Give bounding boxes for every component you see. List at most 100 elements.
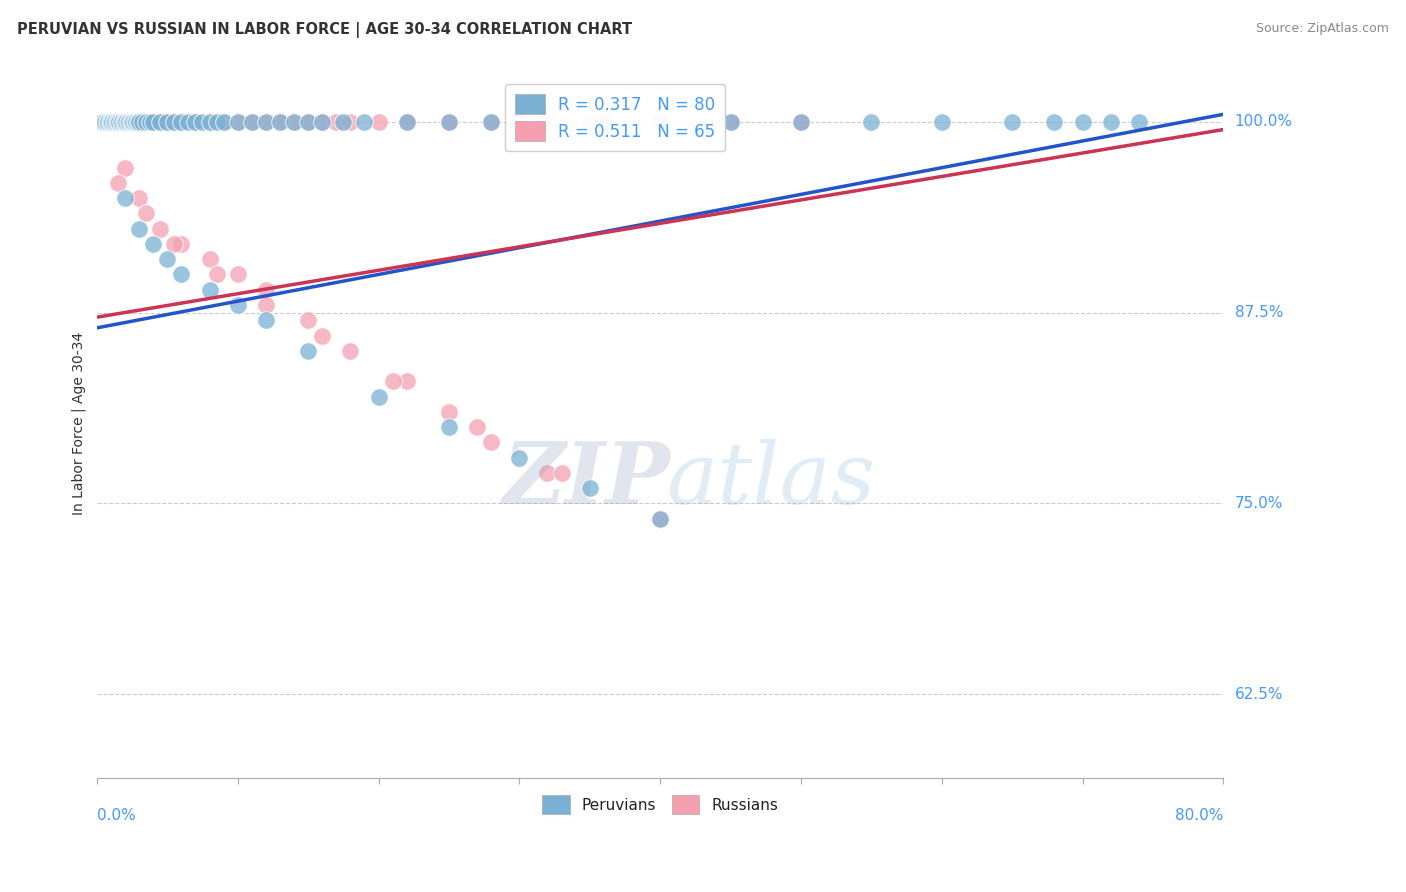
Point [156,252,179,267]
Point [98,115,121,129]
Point [124,115,146,129]
Point [479,435,502,450]
Point [121,115,143,129]
Point [98,115,121,129]
Point [311,115,333,129]
Point [170,115,193,129]
Point [131,115,153,129]
Point [1071,115,1094,129]
Point [149,221,172,235]
Point [104,115,127,129]
Point [149,115,172,129]
Point [1043,115,1066,129]
Point [100,115,122,129]
Point [720,115,742,129]
Point [128,115,150,129]
Point [184,115,207,129]
Point [550,466,572,480]
Point [578,115,600,129]
Point [297,313,319,327]
Point [226,115,249,129]
Point [437,405,460,419]
Point [103,115,125,129]
Point [142,115,165,129]
Point [226,268,249,282]
Point [107,115,129,129]
Text: 75.0%: 75.0% [1234,496,1282,511]
Text: PERUVIAN VS RUSSIAN IN LABOR FORCE | AGE 30-34 CORRELATION CHART: PERUVIAN VS RUSSIAN IN LABOR FORCE | AGE… [17,22,633,38]
Point [104,115,127,129]
Point [1099,115,1122,129]
Point [198,115,221,129]
Point [105,115,128,129]
Point [118,115,141,129]
Point [163,115,186,129]
Point [120,115,142,129]
Point [111,115,134,129]
Point [931,115,953,129]
Point [115,115,138,129]
Point [254,313,277,327]
Point [325,115,347,129]
Point [149,115,172,129]
Text: 80.0%: 80.0% [1175,808,1223,823]
Point [650,511,672,525]
Y-axis label: In Labor Force | Age 30-34: In Labor Force | Age 30-34 [72,332,86,515]
Point [93,115,115,129]
Point [790,115,813,129]
Point [860,115,883,129]
Point [163,115,186,129]
Point [254,115,277,129]
Point [91,115,114,129]
Point [94,115,117,129]
Point [198,115,221,129]
Point [536,115,558,129]
Point [114,161,136,175]
Point [269,115,291,129]
Point [101,115,124,129]
Point [311,115,333,129]
Point [191,115,214,129]
Point [650,115,672,129]
Point [107,115,129,129]
Point [114,191,136,205]
Point [297,115,319,129]
Point [156,115,179,129]
Point [128,191,150,205]
Point [93,115,115,129]
Point [240,115,263,129]
Point [1128,115,1150,129]
Point [135,206,157,220]
Point [114,115,136,129]
Point [90,115,112,129]
Point [720,115,742,129]
Point [353,115,375,129]
Legend: Peruvians, Russians: Peruvians, Russians [536,789,785,820]
Point [367,115,389,129]
Point [254,283,277,297]
Point [124,115,146,129]
Point [156,115,179,129]
Point [112,115,135,129]
Point [212,115,235,129]
Text: 87.5%: 87.5% [1234,305,1282,320]
Point [311,328,333,343]
Point [283,115,305,129]
Point [479,115,502,129]
Point [437,420,460,434]
Point [283,115,305,129]
Text: 0.0%: 0.0% [97,808,135,823]
Point [367,390,389,404]
Point [1001,115,1024,129]
Point [226,115,249,129]
Point [117,115,139,129]
Point [437,115,460,129]
Point [198,283,221,297]
Point [142,115,165,129]
Point [115,115,138,129]
Point [212,115,235,129]
Point [139,115,162,129]
Point [96,115,118,129]
Point [108,115,131,129]
Point [297,115,319,129]
